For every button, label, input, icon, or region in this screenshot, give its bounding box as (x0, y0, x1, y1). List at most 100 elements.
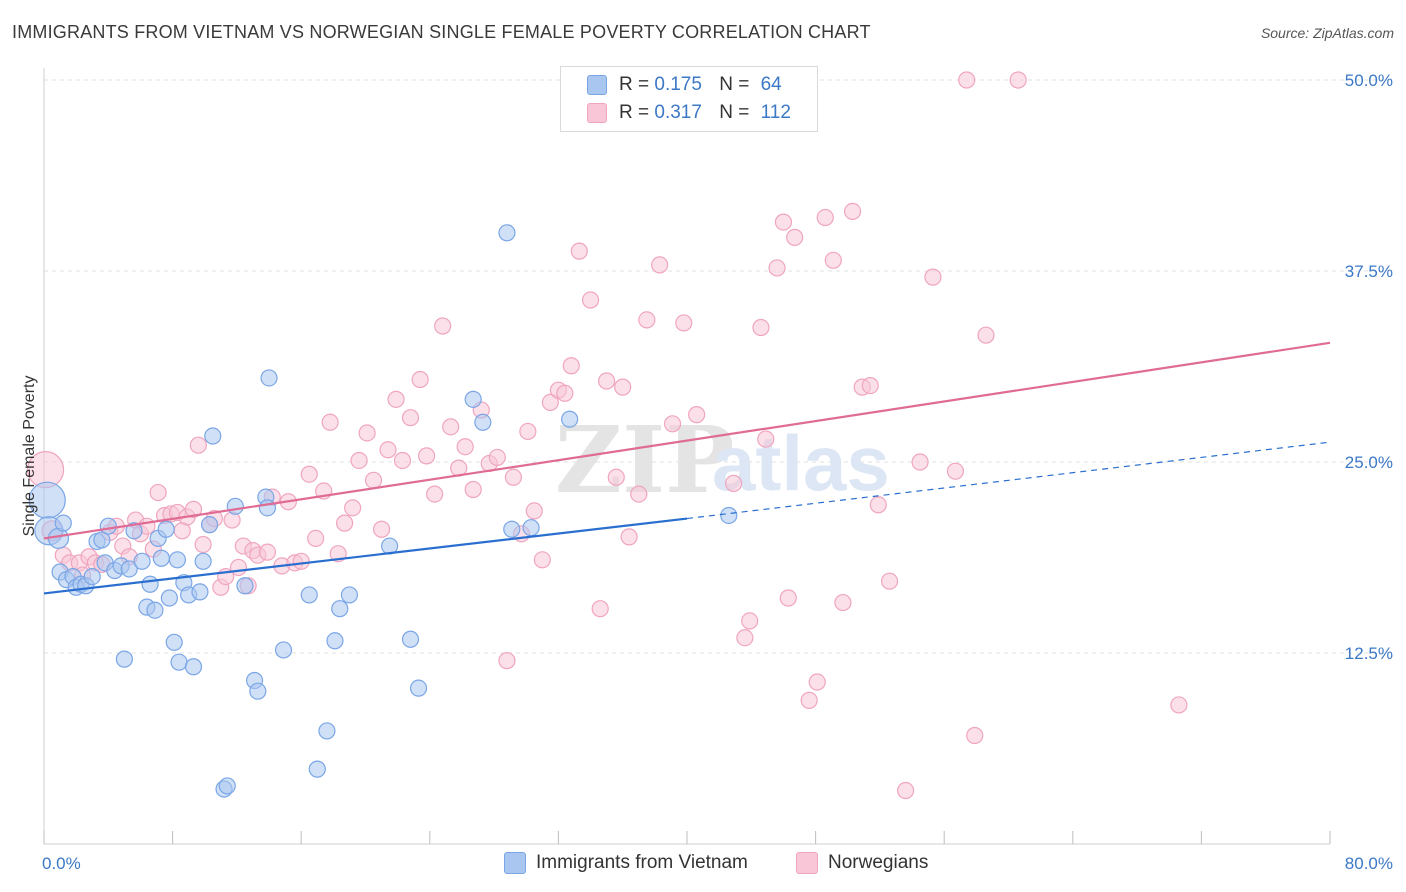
point-vietnam (401, 630, 420, 648)
point-norwegians (1170, 696, 1188, 714)
y-axis-label: Single Female Poverty (21, 376, 38, 537)
point-vietnam (165, 633, 183, 651)
point-norwegians (946, 462, 965, 480)
point-vietnam (218, 777, 236, 795)
point-vietnam (260, 369, 278, 387)
point-norwegians (966, 726, 984, 745)
legend-r-label: R = (619, 74, 650, 95)
point-norwegians (189, 436, 207, 454)
point-vietnam (331, 600, 349, 618)
bottom-legend-label-vietnam: Immigrants from Vietnam (536, 852, 748, 874)
point-vietnam (464, 390, 482, 408)
point-vietnam (152, 549, 170, 567)
legend-n-value: 64 (760, 74, 782, 95)
point-vietnam (258, 499, 277, 517)
point-vietnam (249, 682, 267, 700)
legend-swatch-norwegians (587, 102, 607, 123)
point-vietnam (503, 520, 521, 538)
point-norwegians (800, 691, 818, 709)
legend-r-value: 0.175 (654, 74, 702, 95)
point-norwegians (300, 465, 318, 483)
watermark-atlas: atlas (712, 419, 890, 507)
point-norwegians (442, 418, 460, 436)
legend-n-label: N = (719, 74, 750, 95)
point-norwegians (344, 499, 362, 517)
point-norwegians (307, 529, 325, 548)
point-norwegians (977, 326, 995, 344)
point-norwegians (663, 415, 682, 433)
point-vietnam (133, 552, 151, 570)
point-norwegians (379, 441, 397, 459)
y-tick-label: 12.5% (1345, 644, 1393, 663)
point-vietnam (184, 658, 203, 676)
point-norwegians (620, 528, 638, 546)
y-tick-label: 25.0% (1345, 453, 1393, 472)
point-norwegians (958, 71, 976, 89)
point-norwegians (504, 468, 522, 486)
trend-line-norwegians (43, 341, 1331, 540)
point-vietnam (720, 506, 738, 525)
point-norwegians (924, 268, 942, 286)
chart-source: Source: ZipAtlas.com (1260, 25, 1394, 41)
point-norwegians (598, 372, 616, 390)
chart-title: IMMIGRANTS FROM VIETNAM VS NORWEGIAN SIN… (12, 22, 871, 42)
point-norwegians (630, 485, 648, 503)
point-vietnam (141, 575, 159, 593)
series-vietnam-points (28, 224, 738, 798)
point-vietnam (236, 577, 254, 595)
bottom-legend-vietnam: Immigrants from Vietnam (504, 852, 748, 874)
y-tick-label: 50.0% (1345, 71, 1393, 90)
point-norwegians (541, 393, 559, 412)
point-norwegians (779, 589, 797, 607)
point-norwegians (911, 453, 929, 471)
point-norwegians (456, 438, 474, 456)
point-norwegians (638, 311, 656, 329)
point-vietnam (340, 586, 359, 604)
point-vietnam (318, 722, 336, 740)
x-tick-label-max: 80.0% (1345, 854, 1393, 873)
point-vietnam (93, 531, 111, 549)
point-vietnam (200, 516, 219, 534)
point-norwegians (869, 496, 887, 514)
legend: R = 0.175 N = 64 R = 0.317 N = 112 (560, 66, 818, 132)
point-vietnam (157, 520, 175, 538)
point-vietnam (498, 224, 516, 242)
point-norwegians (525, 502, 543, 520)
grid-lines (44, 79, 1392, 654)
legend-swatch-vietnam (587, 74, 607, 95)
point-vietnam (226, 497, 244, 515)
point-vietnam (125, 522, 143, 540)
point-norwegians (336, 514, 354, 532)
point-norwegians (350, 451, 368, 470)
point-vietnam (168, 551, 187, 569)
point-vietnam (194, 552, 212, 570)
bottom-legend-norwegians: Norwegians (796, 852, 928, 874)
point-norwegians (533, 551, 551, 569)
point-norwegians (321, 413, 339, 431)
point-norwegians (808, 673, 826, 691)
point-norwegians (688, 406, 706, 424)
point-vietnam (191, 583, 209, 601)
legend-n-label: N = (719, 102, 750, 123)
point-vietnam (115, 650, 133, 668)
point-norwegians (292, 552, 310, 570)
point-norwegians (556, 384, 574, 402)
point-norwegians (752, 318, 770, 337)
point-norwegians (591, 600, 609, 618)
point-vietnam (474, 413, 492, 431)
point-norwegians (194, 535, 212, 554)
bottom-legend-label-norwegians: Norwegians (828, 852, 929, 874)
watermark: ZIP atlas (555, 406, 890, 514)
legend-r-label: R = (619, 102, 650, 123)
point-vietnam (326, 632, 344, 650)
point-norwegians (229, 558, 248, 577)
point-norwegians (861, 377, 879, 395)
point-vietnam (170, 653, 188, 671)
point-vietnam (54, 514, 72, 532)
point-vietnam (561, 410, 579, 428)
point-norwegians (607, 468, 625, 486)
point-norwegians (675, 314, 693, 332)
point-norwegians (651, 256, 669, 274)
legend-row-vietnam: R = 0.175 N = 64 (587, 74, 782, 102)
